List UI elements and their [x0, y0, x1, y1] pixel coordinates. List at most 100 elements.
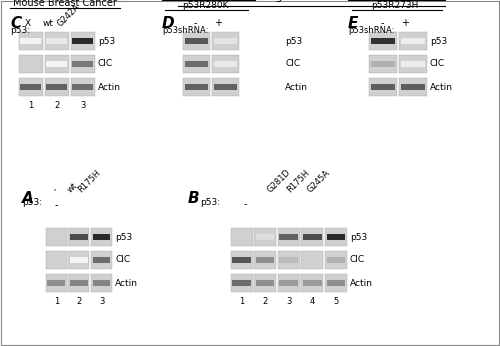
Bar — [70, 234, 87, 240]
Text: p53: p53 — [98, 36, 115, 46]
Text: -: - — [193, 18, 197, 28]
Bar — [182, 32, 210, 50]
Text: CIC: CIC — [285, 60, 300, 69]
Bar — [20, 38, 41, 44]
Bar — [303, 234, 322, 240]
Text: p53: p53 — [350, 233, 367, 242]
Bar — [214, 84, 237, 90]
Text: Actin: Actin — [430, 82, 453, 91]
Text: 4: 4 — [310, 297, 315, 306]
Bar — [325, 274, 347, 292]
Text: D: D — [162, 16, 174, 31]
Text: -: - — [380, 18, 384, 28]
Text: wt: wt — [42, 19, 54, 28]
Bar — [280, 280, 298, 286]
Bar — [230, 251, 252, 269]
Bar — [214, 38, 237, 44]
Bar — [92, 257, 110, 263]
Bar — [18, 78, 43, 96]
Bar — [280, 257, 298, 263]
Bar — [92, 280, 110, 286]
Text: C: C — [10, 16, 21, 31]
Bar — [46, 38, 67, 44]
Text: 5: 5 — [334, 297, 339, 306]
Bar — [256, 234, 274, 240]
Bar — [401, 61, 424, 67]
Text: Mouse Breast Cancer: Mouse Breast Cancer — [13, 0, 117, 8]
Text: G245A: G245A — [306, 168, 332, 194]
Bar — [46, 228, 66, 246]
Bar — [212, 78, 239, 96]
Bar — [68, 228, 90, 246]
Text: wt: wt — [66, 181, 79, 194]
Bar — [326, 280, 345, 286]
Text: 1: 1 — [54, 297, 59, 306]
Bar — [91, 274, 112, 292]
Text: 3: 3 — [80, 101, 86, 110]
Text: R175H: R175H — [76, 168, 103, 194]
Text: p53R273H: p53R273H — [372, 1, 418, 10]
Bar — [212, 32, 239, 50]
Bar — [254, 228, 276, 246]
Text: Actin: Actin — [98, 82, 121, 91]
Bar — [70, 78, 95, 96]
Text: Actin: Actin — [350, 279, 373, 288]
Bar — [70, 280, 87, 286]
Bar — [182, 55, 210, 73]
Bar — [212, 55, 239, 73]
Bar — [254, 251, 276, 269]
Bar — [256, 280, 274, 286]
Bar — [302, 274, 324, 292]
Text: Lung Cancer H1299: Lung Cancer H1299 — [255, 0, 365, 2]
Text: B: B — [188, 191, 200, 206]
Bar — [371, 38, 394, 44]
Bar — [44, 32, 69, 50]
Text: -: - — [52, 185, 60, 194]
Bar — [214, 61, 237, 67]
Bar — [20, 84, 41, 90]
Bar — [44, 78, 69, 96]
Text: p53shRNA:: p53shRNA: — [348, 26, 395, 35]
Text: X: X — [25, 19, 31, 28]
Bar — [18, 55, 43, 73]
Bar — [46, 84, 67, 90]
Bar — [46, 274, 66, 292]
Bar — [278, 251, 300, 269]
Text: p53:: p53: — [200, 198, 220, 207]
Bar — [278, 274, 300, 292]
Bar — [368, 32, 397, 50]
Bar — [278, 228, 300, 246]
Bar — [280, 234, 298, 240]
Bar — [68, 274, 90, 292]
Bar — [303, 280, 322, 286]
Bar — [303, 257, 322, 263]
Bar — [184, 61, 208, 67]
Text: CIC: CIC — [350, 255, 365, 264]
Bar — [232, 257, 251, 263]
Bar — [232, 280, 251, 286]
Text: +: + — [401, 18, 409, 28]
Bar — [72, 61, 93, 67]
Bar — [398, 55, 427, 73]
Bar — [230, 274, 252, 292]
Text: Actin: Actin — [115, 279, 138, 288]
Bar — [368, 78, 397, 96]
Text: G281D: G281D — [266, 167, 292, 194]
Text: 2: 2 — [76, 297, 82, 306]
Text: 3: 3 — [99, 297, 104, 306]
Bar — [70, 32, 95, 50]
Text: p53:: p53: — [10, 26, 30, 35]
Bar — [401, 38, 424, 44]
Bar — [68, 251, 90, 269]
Bar — [256, 257, 274, 263]
Bar — [46, 251, 66, 269]
Bar — [182, 78, 210, 96]
Bar — [325, 228, 347, 246]
Bar — [72, 84, 93, 90]
Bar — [230, 228, 252, 246]
Bar — [302, 228, 324, 246]
Bar — [44, 55, 69, 73]
Bar — [326, 257, 345, 263]
Text: CIC: CIC — [430, 60, 445, 69]
Text: p53:: p53: — [22, 198, 42, 207]
